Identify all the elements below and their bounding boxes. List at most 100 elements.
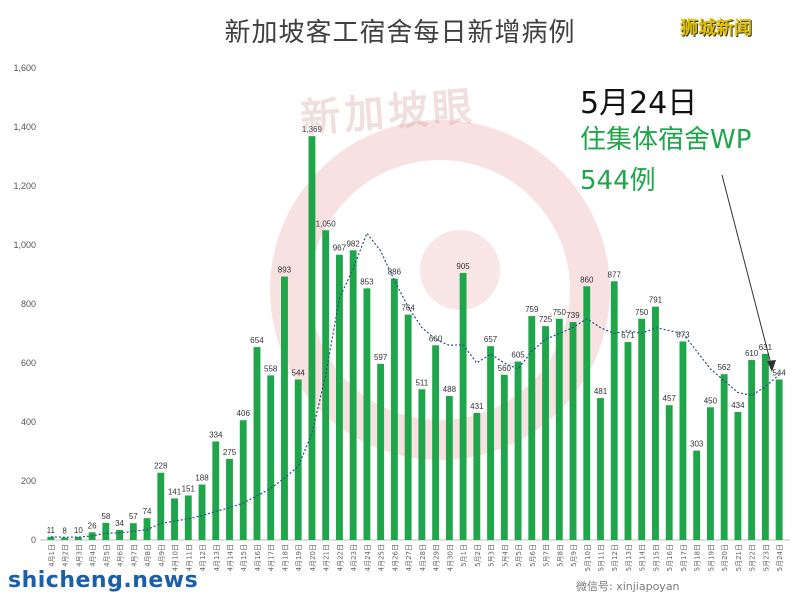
- data-label: 654: [250, 336, 264, 345]
- y-tick-label: 0: [31, 535, 36, 545]
- y-tick-label: 1,200: [13, 181, 36, 191]
- bar: [720, 374, 728, 540]
- data-label: 1,050: [316, 219, 337, 228]
- data-label: 431: [470, 402, 484, 411]
- x-tick-label: 4月17日: [268, 544, 276, 571]
- x-tick-label: 4月26日: [391, 544, 399, 571]
- x-tick-label: 4月12日: [199, 544, 207, 571]
- bar: [748, 360, 756, 540]
- x-tick-label: 4月25日: [378, 544, 386, 571]
- bar: [542, 326, 549, 540]
- bar: [706, 407, 714, 540]
- x-tick-label: 4月18日: [281, 544, 289, 571]
- x-tick-label: 5月10日: [584, 544, 592, 571]
- x-tick-label: 5月16日: [666, 544, 674, 571]
- data-label: 8: [62, 527, 67, 536]
- weixin-watermark: 微信号: xinjiapoyan: [576, 580, 680, 593]
- x-tick-label: 5月9日: [570, 544, 578, 567]
- data-label: 673: [676, 330, 690, 339]
- y-tick-label: 600: [21, 358, 36, 368]
- bar: [61, 537, 69, 540]
- data-label: 791: [649, 296, 663, 305]
- data-label: 597: [374, 353, 388, 362]
- x-tick-label: 4月10日: [172, 544, 180, 571]
- x-tick-label: 4月29日: [433, 544, 441, 571]
- x-tick-label: 4月11日: [185, 544, 193, 571]
- data-label: 893: [278, 266, 292, 275]
- x-tick-labels: 4月1日 4月2日 4月3日 4月4日 4月5日 4月6日 4月7日 4月8日 4月9日 4月10…: [48, 544, 784, 571]
- data-label: 544: [292, 369, 306, 378]
- bar: [445, 396, 453, 540]
- y-tick-label: 800: [21, 299, 36, 309]
- data-label: 905: [456, 262, 470, 271]
- bar: [665, 405, 673, 540]
- data-label: 886: [388, 268, 402, 277]
- bar: [432, 345, 440, 540]
- data-label: 334: [209, 430, 223, 439]
- chart-title: 新加坡客工宿舍每日新增病例: [224, 18, 576, 48]
- annotation-date: 5月24日: [580, 86, 698, 121]
- bar: [528, 316, 536, 540]
- x-tick-label: 5月21日: [735, 544, 743, 571]
- data-label: 631: [759, 343, 773, 352]
- bar: [335, 254, 343, 541]
- data-label: 434: [731, 401, 745, 410]
- x-tick-label: 5月8日: [556, 544, 564, 567]
- y-tick-label: 400: [21, 417, 36, 427]
- watermark-text: 新加坡眼: [298, 83, 478, 143]
- x-tick-label: 5月1日: [460, 544, 468, 567]
- data-label: 853: [360, 277, 374, 286]
- x-tick-label: 5月22日: [749, 544, 757, 571]
- y-tick-label: 200: [21, 476, 36, 486]
- bar: [693, 450, 701, 540]
- data-label: 605: [511, 351, 525, 360]
- data-label: 58: [101, 512, 110, 521]
- x-tick-label: 4月20日: [309, 544, 317, 571]
- bar: [267, 375, 275, 540]
- x-tick-label: 5月14日: [639, 544, 647, 571]
- data-label: 74: [143, 507, 152, 516]
- data-label: 560: [498, 364, 512, 373]
- data-label: 544: [772, 369, 786, 378]
- bar: [322, 230, 330, 540]
- x-tick-label: 4月6日: [117, 544, 125, 567]
- bar: [473, 412, 481, 540]
- data-label: 151: [182, 484, 196, 493]
- bar: [459, 273, 467, 540]
- data-label: 26: [88, 521, 97, 530]
- bar: [171, 498, 178, 540]
- data-label: 1,369: [302, 125, 323, 134]
- data-label: 739: [566, 311, 580, 320]
- data-label: 877: [608, 270, 622, 279]
- data-label: 657: [484, 335, 498, 344]
- y-tick-label: 1,600: [13, 63, 36, 73]
- bar: [652, 306, 659, 540]
- data-label: 610: [745, 349, 759, 358]
- data-label: 228: [154, 462, 168, 471]
- data-label: 759: [525, 305, 539, 314]
- x-tick-label: 5月15日: [652, 544, 660, 571]
- x-tick-label: 4月14日: [227, 544, 235, 571]
- x-tick-label: 4月30日: [446, 544, 454, 571]
- x-tick-label: 4月15日: [240, 544, 248, 571]
- bar: [47, 536, 55, 540]
- x-tick-label: 5月12日: [611, 544, 619, 571]
- data-label: 141: [168, 487, 182, 496]
- bar: [569, 321, 577, 540]
- y-tick-label: 1,000: [13, 240, 36, 250]
- x-tick-label: 4月3日: [75, 544, 83, 567]
- x-tick-label: 4月7日: [130, 544, 138, 567]
- x-tick-label: 4月2日: [62, 544, 70, 567]
- bar: [363, 288, 371, 540]
- data-label: 57: [129, 512, 138, 521]
- y-tick-label: 1,400: [13, 122, 36, 132]
- bar: [212, 441, 220, 540]
- trend-line: [50, 231, 780, 538]
- data-label: 188: [195, 474, 209, 483]
- bar: [583, 286, 591, 540]
- data-label: 750: [553, 308, 567, 317]
- x-tick-label: 5月3日: [488, 544, 496, 567]
- annotation-case-count: 544例: [580, 166, 656, 196]
